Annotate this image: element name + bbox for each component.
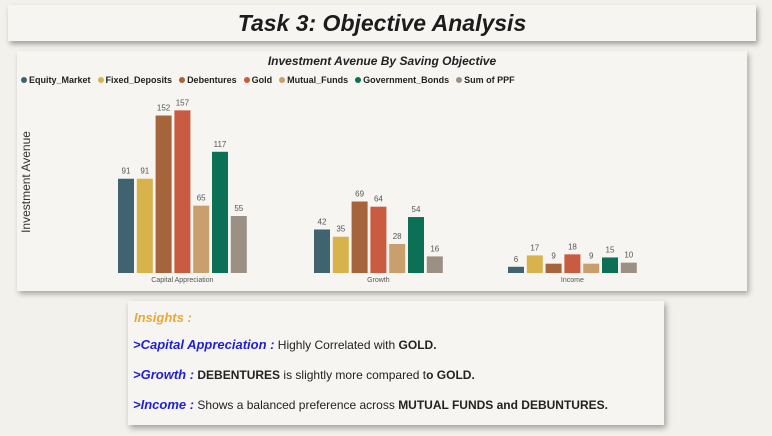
bar[interactable]: [564, 254, 581, 273]
insights-title: Insights :: [134, 310, 192, 325]
insight-strong: DEBENTURES: [197, 368, 281, 382]
bar[interactable]: [602, 257, 618, 273]
page-title: Task 3: Objective Analysis: [237, 9, 527, 36]
insight-tail: is slightly more compared t: [280, 368, 427, 382]
insights-card: Insights : >Capital Appreciation : Highl…: [128, 301, 664, 425]
bar[interactable]: [314, 229, 330, 273]
legend-swatch: [179, 77, 186, 83]
bar[interactable]: [332, 236, 349, 273]
insight-line-capital-appreciation: >Capital Appreciation : Highly Correlate…: [133, 337, 437, 352]
bar[interactable]: [193, 205, 210, 273]
data-label: 65: [197, 194, 206, 203]
x-tick-label: Growth: [367, 277, 390, 284]
bar-chart: Investment Avenue 91 91 152 157 65 117 55 Capita…: [19, 98, 637, 284]
legend-swatch: [21, 77, 27, 83]
legend-label: Fixed_Deposits: [105, 75, 173, 85]
page-title-card: Task 3: Objective Analysis: [8, 5, 756, 41]
bar[interactable]: [155, 115, 172, 273]
insight-text: Highly Correlated with: [274, 338, 399, 352]
insight-arrow: >: [133, 397, 141, 412]
data-label: 157: [176, 98, 190, 107]
legend-item[interactable]: Mutual_Funds: [279, 75, 348, 85]
data-label: 64: [374, 195, 383, 204]
x-tick-label: Capital Appreciation: [151, 277, 213, 284]
chart-legend: Equity_Market Fixed_Deposits Debentures Gol…: [21, 75, 515, 85]
bar[interactable]: [583, 263, 600, 273]
data-label: 117: [214, 140, 227, 149]
insight-line-growth: >Growth : DEBENTURES is slightly more co…: [133, 367, 475, 382]
y-axis-label: Investment Avenue: [19, 131, 33, 233]
data-label: 91: [140, 167, 149, 176]
data-label: 18: [568, 242, 577, 251]
data-label: 15: [606, 245, 615, 254]
legend-item[interactable]: Government_Bonds: [355, 75, 449, 85]
data-label: 9: [589, 252, 594, 261]
legend-swatch: [355, 77, 362, 83]
legend-swatch: [279, 77, 286, 83]
bar[interactable]: [526, 255, 543, 273]
legend-label: Gold: [251, 75, 273, 85]
chart-card: Investment Avenue By Saving Objective Eq…: [17, 51, 747, 291]
data-label: 54: [412, 205, 421, 214]
x-tick-label: Income: [561, 277, 584, 284]
bar[interactable]: [118, 178, 134, 273]
legend-label: Government_Bonds: [363, 75, 450, 85]
legend-item[interactable]: Equity_Market: [21, 75, 91, 85]
bar[interactable]: [370, 206, 387, 273]
bar[interactable]: [136, 178, 153, 273]
data-label: 42: [318, 217, 327, 226]
data-label: 28: [393, 232, 402, 241]
data-label: 17: [530, 243, 539, 252]
legend-label: Debentures: [187, 75, 237, 85]
legend-item[interactable]: Fixed_Deposits: [97, 75, 173, 85]
insight-key: Capital Appreciation :: [140, 337, 275, 352]
legend-item[interactable]: Debentures: [179, 75, 237, 85]
bar[interactable]: [408, 217, 424, 273]
legend-label: Sum of PPF: [464, 75, 515, 85]
data-label: 10: [624, 251, 633, 260]
bar[interactable]: [545, 263, 562, 273]
insight-key: Growth :: [140, 367, 195, 382]
legend-label: Mutual_Funds: [287, 75, 349, 85]
bar[interactable]: [620, 262, 637, 273]
bar[interactable]: [230, 216, 247, 273]
bar[interactable]: [508, 266, 524, 273]
insight-arrow: >: [133, 337, 141, 352]
bar[interactable]: [426, 256, 443, 273]
legend-swatch: [97, 77, 104, 83]
insight-tail-strong: o GOLD.: [426, 368, 475, 382]
bar[interactable]: [389, 243, 406, 273]
data-label: 91: [122, 167, 131, 176]
data-label: 55: [234, 204, 243, 213]
legend-swatch: [456, 77, 463, 83]
insight-arrow: >: [133, 367, 141, 382]
insight-strong: MUTUAL FUNDS and DEBUNTURES.: [398, 398, 608, 412]
data-label: 9: [551, 252, 556, 261]
data-label: 16: [430, 244, 439, 253]
insight-text: Shows a balanced preference across: [194, 398, 399, 412]
legend-label: Equity_Market: [29, 75, 91, 85]
data-label: 152: [157, 104, 171, 113]
bar[interactable]: [174, 110, 191, 274]
insight-key: Income :: [140, 397, 195, 412]
bar[interactable]: [212, 151, 228, 273]
chart-title: Investment Avenue By Saving Objective: [267, 54, 497, 68]
legend-item[interactable]: Gold: [243, 75, 273, 85]
bar[interactable]: [351, 201, 368, 273]
data-label: 35: [336, 225, 345, 234]
legend-item[interactable]: Sum of PPF: [456, 75, 515, 85]
insight-line-income: >Income : Shows a balanced preference ac…: [133, 397, 608, 412]
data-label: 69: [355, 190, 364, 199]
data-label: 6: [514, 255, 519, 264]
legend-swatch: [243, 77, 250, 83]
insight-strong: GOLD.: [398, 338, 437, 352]
